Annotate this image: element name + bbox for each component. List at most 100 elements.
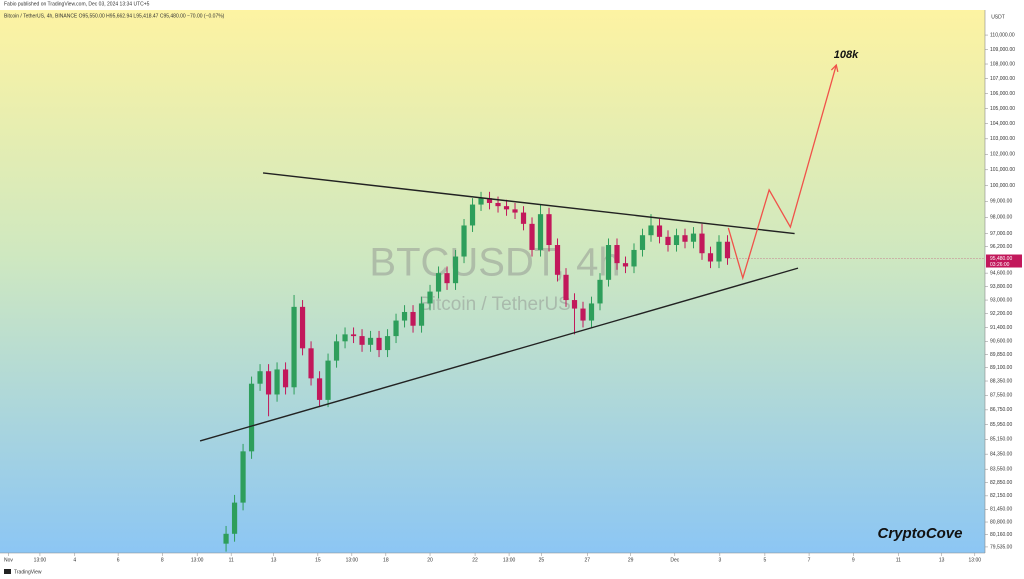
candle-body [546,214,552,246]
candle-body [580,308,586,321]
candle-body [367,337,374,345]
x-tick-label: 25 [539,557,545,563]
y-tick-label: 89,850.00 [990,352,1012,358]
watermark: BTCUSDT, 4h [369,241,620,285]
y-tick-label: 92,200.00 [990,311,1012,317]
candle-body [223,533,229,544]
y-tick-label: 82,850.00 [990,480,1012,486]
candle-body [605,245,612,280]
candle-body [495,202,501,207]
y-tick-label: 105,000.00 [990,106,1015,112]
x-tick-label: 11 [896,557,901,563]
y-tick-label: 98,000.00 [990,215,1012,221]
candle-body [554,245,561,275]
y-tick-label: 88,350.00 [990,378,1012,384]
x-tick-label: 5 [763,557,766,563]
candle-body [520,212,527,224]
candle-body [512,209,518,213]
footer: TradingView [14,569,42,575]
candle-body [452,256,459,284]
candle-body [699,233,705,254]
y-tick-label: 81,450.00 [990,507,1012,513]
subtitle: Bitcoin / TetherUS, 4h, BINANCE O95,550.… [4,13,225,19]
x-tick-label: 29 [628,557,634,563]
last-price-box [986,254,1022,268]
y-tick-label: 80,160.00 [990,532,1012,538]
candle-body [282,369,289,388]
y-tick-label: 104,000.00 [990,121,1015,127]
candle-body [393,320,399,337]
candle-body [427,291,433,304]
candle-body [265,371,272,395]
x-tick-label: 3 [718,557,721,563]
candle-body [716,241,722,262]
footer-logo [4,569,11,574]
x-tick-label: 13:00 [969,557,982,563]
candle-body [648,225,654,236]
y-tick-label: 94,600.00 [990,270,1012,276]
x-tick-label: 8 [161,557,164,563]
candle-body [529,223,535,250]
x-tick-label: 7 [808,557,811,563]
y-tick-label: 91,400.00 [990,325,1012,331]
candle-body [435,273,442,292]
candle-body [478,198,484,205]
x-tick-label: 6 [117,557,120,563]
x-tick-label: 15 [315,557,321,563]
x-tick-label: 13:00 [191,557,204,563]
projection [727,64,837,281]
candle-body [248,383,255,452]
y-tick-label: 83,550.00 [990,467,1012,473]
x-tick-label: 22 [472,557,478,563]
y-tick-label: 93,800.00 [990,284,1012,290]
candle-body [308,348,314,379]
y-tick-label: 93,000.00 [990,297,1012,303]
y-tick-label: 108,000.00 [990,61,1015,67]
y-tick-label: 84,350.00 [990,451,1012,457]
y-tick-label: 89,100.00 [990,365,1012,371]
y-tick-label: 90,600.00 [990,339,1012,345]
y-tick-label: 86,750.00 [990,407,1012,413]
projection-arrowhead [830,63,839,73]
y-tick-label: 80,800.00 [990,519,1012,525]
plot-background [0,10,985,553]
x-tick-label: 13:00 [503,557,516,563]
candle-body [401,311,408,321]
header: Fabio published on TradingView.com, Dec … [4,1,150,7]
y-tick-label: 85,150.00 [990,437,1012,443]
trendline [199,267,799,442]
y-tick-label: 109,000.00 [990,47,1015,53]
candle-body [359,336,365,345]
candle-body [631,249,637,267]
x-tick-label: 13 [939,557,945,563]
candle-body [656,225,663,237]
x-tick-label: 18 [383,557,389,563]
candle-body [444,273,450,284]
y-tick-label: 103,000.00 [990,136,1015,142]
candle-body [724,241,731,259]
x-tick-label: Nov [4,557,13,563]
y-tick-label: 96,200.00 [990,244,1012,250]
annotation: 108k [834,49,859,61]
y-tick-label: 106,000.00 [990,91,1015,97]
candle-body [469,204,476,226]
y-tick-label: 97,000.00 [990,231,1012,237]
y-tick-label: 82,150.00 [990,493,1012,499]
candle-body [325,360,331,400]
candle-body [350,334,357,337]
y-tick-label: 101,000.00 [990,167,1015,173]
trendline [262,172,795,235]
candle-body [410,311,416,326]
candle-body [376,337,382,351]
countdown: 03:26:00 [990,262,1010,268]
signature: CryptoCove [877,525,962,542]
candle-body [639,235,646,250]
x-tick-label: Dec [670,557,679,563]
watermark-sub: Bitcoin / TetherUS [419,294,571,315]
candle-body [486,198,493,203]
candle-body [418,303,425,326]
candle-body [563,274,569,301]
y-tick-label: 87,550.00 [990,393,1012,399]
x-tick-label: 13:00 [34,557,47,563]
